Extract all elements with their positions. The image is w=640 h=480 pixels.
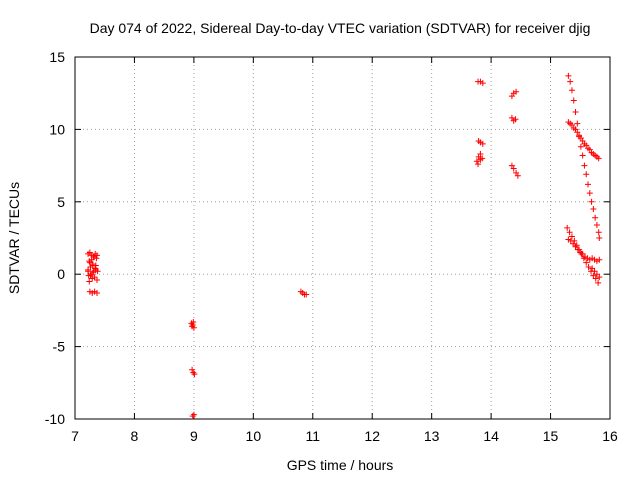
data-point xyxy=(512,116,519,123)
x-tick-label: 13 xyxy=(424,428,440,444)
x-axis-label: GPS time / hours xyxy=(287,457,394,473)
chart-title: Day 074 of 2022, Sidereal Day-to-day VTE… xyxy=(90,20,591,36)
grid-lines xyxy=(75,57,610,419)
data-point xyxy=(592,275,599,282)
data-point xyxy=(583,259,590,266)
data-point xyxy=(85,268,92,275)
data-point xyxy=(572,109,579,116)
y-tick-label: 0 xyxy=(57,266,65,282)
data-point xyxy=(596,235,603,241)
data-point xyxy=(92,262,99,269)
y-tick-label: 5 xyxy=(57,194,65,210)
data-point xyxy=(93,290,100,297)
data-point xyxy=(573,242,580,249)
data-point xyxy=(596,256,603,263)
data-point xyxy=(93,255,100,262)
data-point xyxy=(475,161,482,168)
data-point xyxy=(595,279,602,286)
data-point xyxy=(564,224,571,231)
data-point xyxy=(92,265,99,272)
data-point xyxy=(479,80,486,87)
y-tick-label: -10 xyxy=(45,411,65,427)
data-point xyxy=(189,366,196,373)
plot-frame xyxy=(74,56,611,420)
data-point xyxy=(592,214,599,221)
data-point xyxy=(89,261,96,268)
x-tick-label: 16 xyxy=(602,428,618,444)
data-point xyxy=(190,369,197,376)
data-point xyxy=(93,252,100,259)
x-tick-label: 11 xyxy=(306,428,321,444)
y-tick-label: 10 xyxy=(49,121,65,137)
data-point xyxy=(566,229,573,236)
x-tick-label: 7 xyxy=(71,428,79,444)
data-point xyxy=(585,263,592,270)
data-point xyxy=(579,152,586,159)
data-point xyxy=(190,411,197,418)
data-point xyxy=(510,165,517,172)
data-point xyxy=(568,233,575,240)
data-point xyxy=(303,291,310,298)
data-point xyxy=(189,321,196,328)
x-tick-label: 9 xyxy=(190,428,198,444)
plot-border xyxy=(74,56,611,420)
x-tick-label: 12 xyxy=(364,428,380,444)
y-tick-label: -5 xyxy=(53,339,66,355)
data-point xyxy=(189,323,196,330)
data-point xyxy=(567,78,574,85)
data-point xyxy=(479,140,486,147)
y-tick-label: 15 xyxy=(49,49,65,65)
x-tick-label: 14 xyxy=(483,428,499,444)
data-point xyxy=(473,158,480,165)
x-tick-label: 8 xyxy=(131,428,139,444)
data-point xyxy=(93,276,100,283)
data-point xyxy=(577,143,584,150)
data-point xyxy=(565,72,572,79)
data-point xyxy=(595,229,602,236)
data-point xyxy=(590,206,597,213)
x-tick-label: 15 xyxy=(543,428,559,444)
data-point xyxy=(585,181,592,188)
data-point xyxy=(596,274,603,281)
data-point xyxy=(581,162,588,169)
data-point xyxy=(574,120,581,127)
data-point xyxy=(568,87,575,94)
tick-labels: 7 8 9 10 11 12 13 14 15 16 -10 -5 0 5 10 15 xyxy=(45,49,618,444)
data-point xyxy=(191,371,198,378)
data-point xyxy=(86,259,93,266)
data-point xyxy=(514,172,521,179)
data-point xyxy=(595,155,602,162)
data-point xyxy=(586,190,593,197)
data-point xyxy=(86,278,93,285)
data-point xyxy=(189,413,196,420)
data-point xyxy=(593,221,600,228)
data-points xyxy=(85,72,603,420)
data-point xyxy=(477,156,484,163)
y-axis-label: SDTVAR / TECUs xyxy=(6,182,22,294)
data-point xyxy=(588,198,595,205)
x-tick-label: 10 xyxy=(246,428,262,444)
data-point xyxy=(89,269,96,276)
data-point xyxy=(513,88,520,95)
data-point xyxy=(190,318,197,325)
data-point xyxy=(477,151,484,158)
data-point xyxy=(570,97,577,104)
data-point xyxy=(583,171,590,178)
